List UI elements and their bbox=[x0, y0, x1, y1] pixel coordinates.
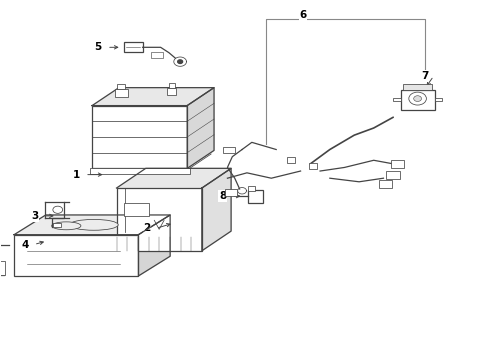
Bar bbox=[392, 98, 400, 101]
Text: 4: 4 bbox=[21, 239, 29, 249]
Bar bbox=[116, 188, 202, 251]
Polygon shape bbox=[138, 215, 170, 276]
Bar bbox=[53, 223, 61, 226]
Bar bbox=[378, 180, 391, 188]
Bar bbox=[286, 157, 294, 163]
Polygon shape bbox=[14, 215, 170, 235]
Bar bbox=[124, 42, 142, 52]
Bar bbox=[222, 147, 234, 153]
Bar bbox=[168, 84, 174, 87]
Text: 2: 2 bbox=[143, 224, 150, 233]
Ellipse shape bbox=[69, 219, 118, 230]
Bar bbox=[14, 235, 138, 276]
Bar bbox=[400, 90, 434, 110]
Text: 5: 5 bbox=[94, 42, 102, 52]
Bar bbox=[385, 171, 399, 179]
Bar bbox=[308, 163, 316, 168]
Bar bbox=[115, 89, 127, 96]
Bar bbox=[117, 84, 125, 89]
Bar bbox=[92, 105, 187, 168]
Polygon shape bbox=[92, 87, 214, 105]
Circle shape bbox=[177, 60, 182, 63]
Bar bbox=[166, 87, 176, 95]
Bar bbox=[247, 186, 255, 191]
Text: 7: 7 bbox=[420, 71, 427, 81]
Polygon shape bbox=[202, 168, 231, 251]
Bar bbox=[151, 51, 163, 58]
Polygon shape bbox=[116, 168, 231, 188]
Bar bbox=[224, 189, 237, 196]
Ellipse shape bbox=[52, 222, 81, 230]
Bar bbox=[402, 84, 431, 90]
Text: 1: 1 bbox=[73, 170, 80, 180]
Bar bbox=[89, 168, 189, 174]
Circle shape bbox=[413, 96, 421, 102]
Polygon shape bbox=[187, 87, 214, 168]
Text: 3: 3 bbox=[31, 211, 39, 221]
Bar bbox=[434, 98, 441, 101]
Text: 8: 8 bbox=[219, 191, 226, 201]
Bar bbox=[0, 261, 5, 275]
Circle shape bbox=[408, 92, 426, 105]
Text: 6: 6 bbox=[299, 10, 306, 20]
Bar bbox=[247, 190, 262, 203]
Bar bbox=[123, 203, 149, 216]
Bar bbox=[390, 160, 404, 168]
